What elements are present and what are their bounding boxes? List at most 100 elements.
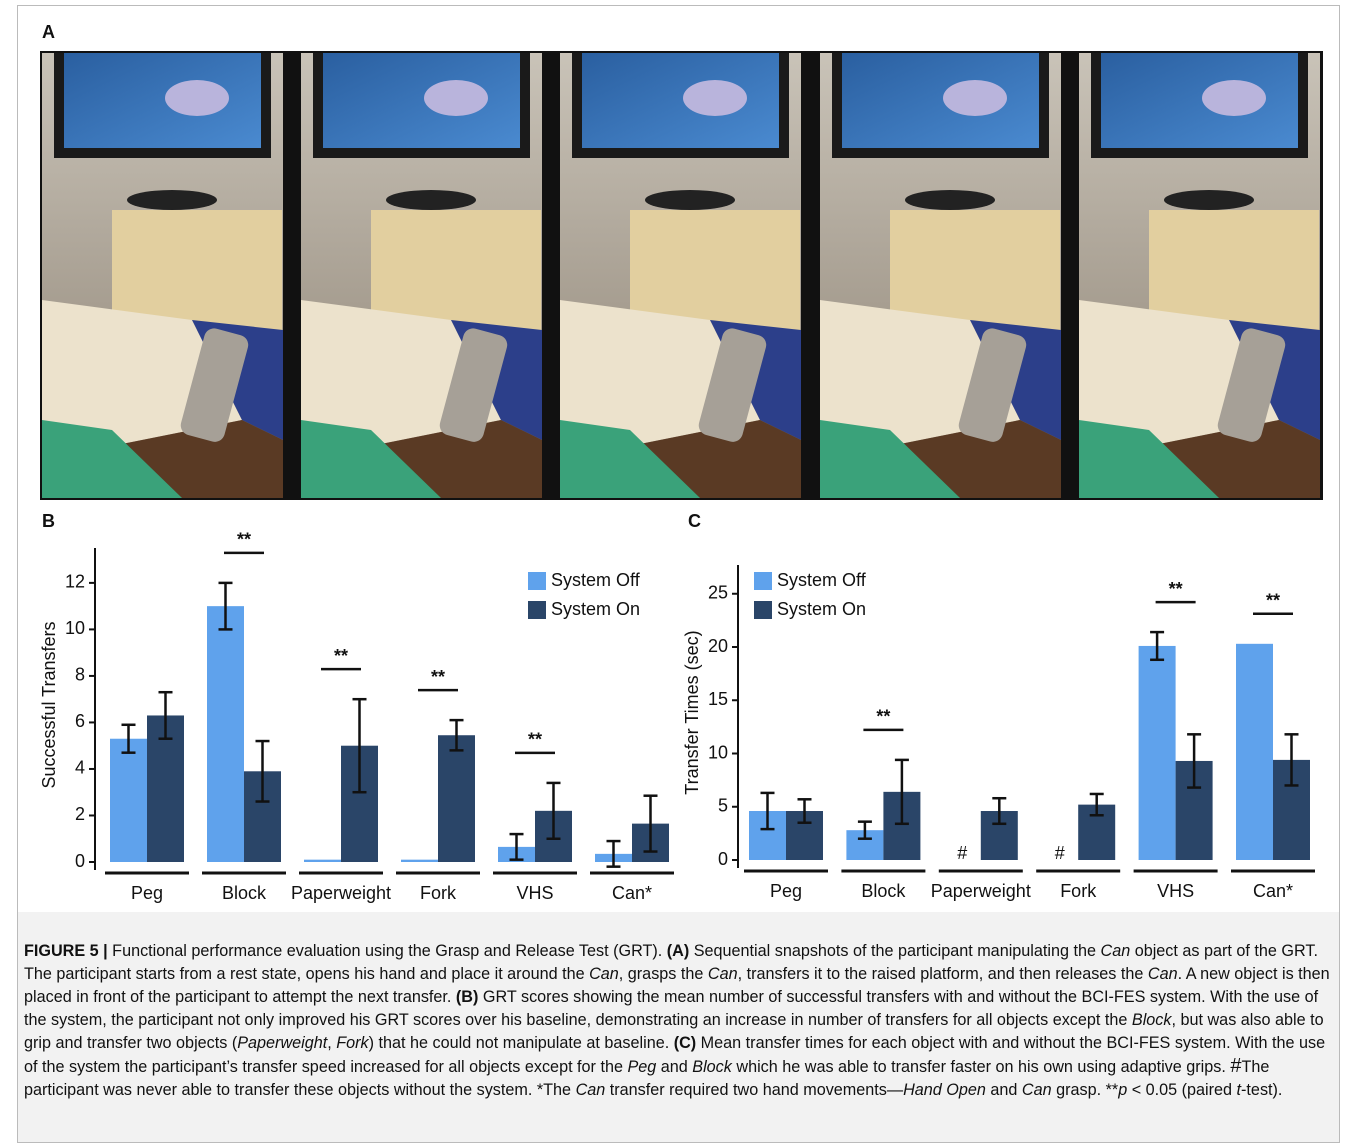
box	[371, 210, 541, 330]
box	[1149, 210, 1319, 330]
significance-label: **	[876, 707, 890, 727]
x-tick-label: Peg	[131, 883, 163, 903]
box	[630, 210, 800, 330]
caption-text: < 0.05 (paired	[1127, 1081, 1236, 1099]
box	[112, 210, 282, 330]
legend-swatch	[754, 601, 772, 619]
legend-label: System On	[777, 599, 866, 619]
caption-text: FIGURE 5 |	[24, 942, 108, 960]
caption-text: and	[986, 1081, 1022, 1099]
virtual-hand	[943, 80, 1007, 116]
y-tick-label: 25	[708, 583, 728, 603]
x-tick-label: Block	[861, 881, 906, 901]
virtual-hand	[165, 80, 229, 116]
y-tick-label: 20	[708, 636, 728, 656]
caption-text: ,	[327, 1034, 336, 1052]
panel-label: B	[42, 511, 55, 531]
box	[890, 210, 1060, 330]
caption-text: Fork	[336, 1034, 368, 1052]
caption-text: (A)	[667, 942, 689, 960]
significance-label: **	[334, 646, 348, 666]
caption-text: Peg	[627, 1058, 656, 1076]
monitor-stand	[645, 190, 735, 210]
bar	[401, 860, 438, 862]
caption-text: Can	[1022, 1081, 1052, 1099]
y-tick-label: 10	[708, 742, 728, 762]
bar	[1236, 644, 1273, 860]
legend-label: System On	[551, 599, 640, 619]
x-tick-label: Paperweight	[291, 883, 391, 903]
caption-text: ) that he could not manipulate at baseli…	[369, 1034, 674, 1052]
y-tick-label: 0	[75, 851, 85, 871]
missing-marker: #	[1055, 843, 1065, 863]
screen	[582, 53, 779, 148]
caption-text: Functional performance evaluation using …	[108, 942, 667, 960]
virtual-hand	[683, 80, 747, 116]
bar	[207, 606, 244, 862]
caption-text: Hand Open	[903, 1081, 986, 1099]
caption-text: , grasps the	[619, 965, 708, 983]
monitor-stand	[386, 190, 476, 210]
monitor-stand	[905, 190, 995, 210]
caption-text: -test).	[1241, 1081, 1282, 1099]
caption-text: p	[1118, 1081, 1127, 1099]
significance-label: **	[528, 730, 542, 750]
y-tick-label: 0	[718, 849, 728, 869]
legend-swatch	[528, 601, 546, 619]
page: A B C 024681012Successful TransfersPegBl…	[0, 0, 1358, 1145]
caption-text: which he was able to transfer faster on …	[732, 1058, 1231, 1076]
screen	[842, 53, 1039, 148]
y-tick-label: 8	[75, 665, 85, 685]
bar	[438, 735, 475, 862]
caption-text: (B)	[456, 988, 478, 1006]
x-tick-label: Paperweight	[931, 881, 1031, 901]
bar	[1139, 646, 1176, 860]
significance-label: **	[431, 667, 445, 687]
monitor-stand	[127, 190, 217, 210]
y-tick-label: 6	[75, 711, 85, 731]
caption-text: Block	[692, 1058, 732, 1076]
significance-label: **	[1169, 579, 1183, 599]
caption-text: grasp. **	[1052, 1081, 1119, 1099]
caption-text: , transfers it to the raised platform, a…	[738, 965, 1148, 983]
caption-text: Can	[1148, 965, 1178, 983]
caption-text: transfer required two hand movements—	[605, 1081, 903, 1099]
legend-swatch	[528, 572, 546, 590]
x-tick-label: Can*	[1253, 881, 1293, 901]
y-tick-label: 10	[65, 618, 85, 638]
x-tick-label: Block	[222, 883, 267, 903]
caption-text: Can	[576, 1081, 606, 1099]
caption-text: and	[656, 1058, 692, 1076]
x-tick-label: VHS	[1157, 881, 1194, 901]
caption-text: Paperweight	[237, 1034, 327, 1052]
caption-text: Sequential snapshots of the participant …	[689, 942, 1100, 960]
significance-label: **	[1266, 591, 1280, 611]
caption-text: Can	[708, 965, 738, 983]
y-axis-label: Successful Transfers	[39, 621, 59, 788]
x-tick-label: VHS	[516, 883, 553, 903]
bar	[110, 739, 147, 862]
panel-label: A	[42, 22, 55, 42]
photos	[42, 53, 1320, 498]
caption-text: Can	[1101, 942, 1131, 960]
screen	[1101, 53, 1298, 148]
missing-marker: #	[957, 843, 967, 863]
x-tick-label: Fork	[420, 883, 457, 903]
virtual-hand	[424, 80, 488, 116]
monitor-stand	[1164, 190, 1254, 210]
y-tick-label: 2	[75, 804, 85, 824]
screen	[323, 53, 520, 148]
significance-label: **	[237, 530, 251, 550]
x-tick-label: Fork	[1060, 881, 1097, 901]
caption: FIGURE 5 | Functional performance evalua…	[18, 912, 1339, 1142]
y-tick-label: 12	[65, 572, 85, 592]
y-tick-label: 5	[718, 796, 728, 816]
caption-text: #	[1230, 1055, 1241, 1077]
y-axis-label: Transfer Times (sec)	[682, 630, 702, 794]
panel-label: C	[688, 511, 701, 531]
x-tick-label: Can*	[612, 883, 652, 903]
figure: A B C 024681012Successful TransfersPegBl…	[0, 0, 1358, 905]
screen	[64, 53, 261, 148]
bar	[304, 860, 341, 862]
virtual-hand	[1202, 80, 1266, 116]
